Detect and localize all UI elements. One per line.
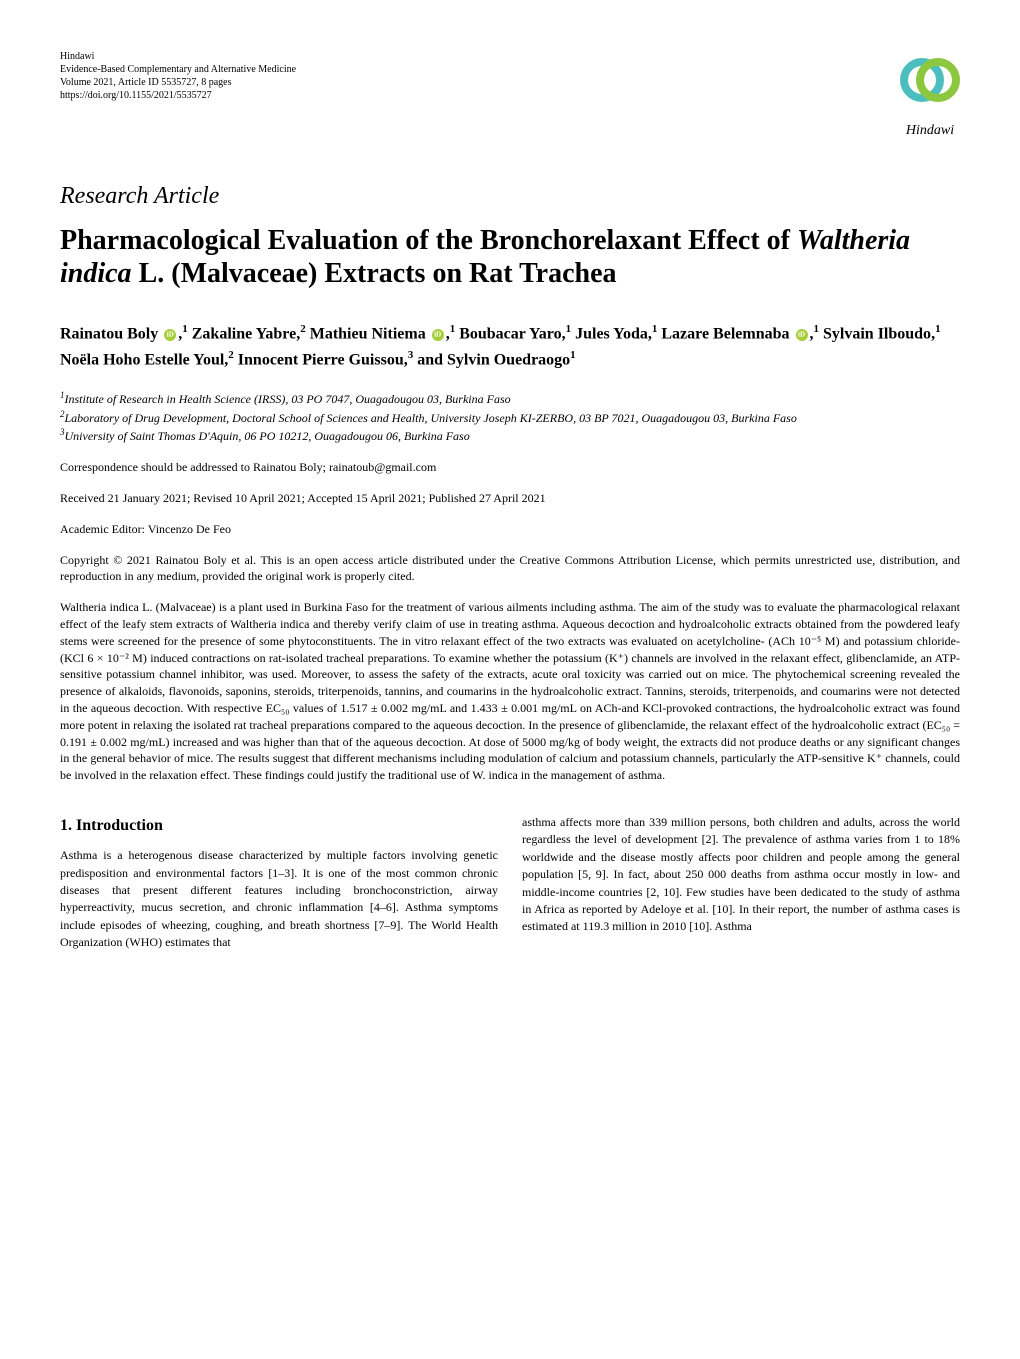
body-columns: 1. Introduction Asthma is a heterogenous…: [60, 814, 960, 952]
journal-info: Hindawi Evidence-Based Complementary and…: [60, 50, 296, 102]
journal-name: Evidence-Based Complementary and Alterna…: [60, 63, 296, 76]
author: Boubacar Yaro: [459, 325, 561, 342]
author: Innocent Pierre Guissou: [238, 351, 404, 368]
article-type: Research Article: [60, 180, 960, 214]
author-affiliation-sup: 2: [300, 323, 306, 335]
author-affiliation-sup: 1: [566, 323, 572, 335]
header-top: Hindawi Evidence-Based Complementary and…: [60, 50, 960, 140]
orcid-icon[interactable]: [432, 329, 444, 341]
author: Lazare Belemnaba: [661, 325, 789, 342]
volume-info: Volume 2021, Article ID 5535727, 8 pages: [60, 76, 296, 89]
author: Sylvain Ilboudo: [823, 325, 931, 342]
author-affiliation-sup: 3: [408, 349, 414, 361]
academic-editor: Academic Editor: Vincenzo De Feo: [60, 521, 960, 538]
author-affiliation-sup: 1: [182, 323, 188, 335]
column-right: asthma affects more than 339 million per…: [522, 814, 960, 952]
author-affiliation-sup: 1: [652, 323, 658, 335]
title-suffix: L. (Malvaceae) Extracts on Rat Trachea: [132, 258, 617, 289]
author: Rainatou Boly: [60, 325, 158, 342]
author-affiliation-sup: 1: [450, 323, 456, 335]
correspondence: Correspondence should be addressed to Ra…: [60, 459, 960, 476]
authors-list: Rainatou Boly ,1 Zakaline Yabre,2 Mathie…: [60, 321, 960, 373]
doi-link[interactable]: https://doi.org/10.1155/2021/5535727: [60, 89, 296, 102]
author-affiliation-sup: 2: [228, 349, 234, 361]
affiliation-text: University of Saint Thomas D'Aquin, 06 P…: [65, 429, 470, 443]
author: Zakaline Yabre: [192, 325, 296, 342]
copyright-notice: Copyright © 2021 Rainatou Boly et al. Th…: [60, 552, 960, 586]
orcid-icon[interactable]: [164, 329, 176, 341]
abstract: Waltheria indica L. (Malvaceae) is a pla…: [60, 599, 960, 784]
orcid-icon[interactable]: [796, 329, 808, 341]
section-heading-intro: 1. Introduction: [60, 814, 498, 837]
author-affiliation-sup: 1: [935, 323, 941, 335]
affiliation: 1Institute of Research in Health Science…: [60, 389, 960, 408]
title-prefix: Pharmacological Evaluation of the Bronch…: [60, 225, 797, 256]
author: Noëla Hoho Estelle Youl: [60, 351, 224, 368]
author: Jules Yoda: [575, 325, 648, 342]
author-affiliation-sup: 1: [814, 323, 820, 335]
affiliation: 3University of Saint Thomas D'Aquin, 06 …: [60, 426, 960, 445]
affiliation-text: Institute of Research in Health Science …: [65, 392, 511, 406]
article-title: Pharmacological Evaluation of the Bronch…: [60, 224, 960, 291]
affiliations-list: 1Institute of Research in Health Science…: [60, 389, 960, 445]
publisher-logo: Hindawi: [900, 50, 960, 140]
hindawi-logo-icon: [900, 50, 960, 110]
affiliation-text: Laboratory of Drug Development, Doctoral…: [65, 411, 797, 425]
intro-paragraph-1: Asthma is a heterogenous disease charact…: [60, 847, 498, 951]
affiliation: 2Laboratory of Drug Development, Doctora…: [60, 408, 960, 427]
logo-text: Hindawi: [900, 121, 960, 141]
author: Mathieu Nitiema: [310, 325, 426, 342]
author: and Sylvin Ouedraogo: [417, 351, 570, 368]
intro-paragraph-2: asthma affects more than 339 million per…: [522, 814, 960, 936]
author-affiliation-sup: 1: [570, 349, 576, 361]
publisher-name: Hindawi: [60, 50, 296, 63]
column-left: 1. Introduction Asthma is a heterogenous…: [60, 814, 498, 952]
publication-dates: Received 21 January 2021; Revised 10 Apr…: [60, 490, 960, 507]
